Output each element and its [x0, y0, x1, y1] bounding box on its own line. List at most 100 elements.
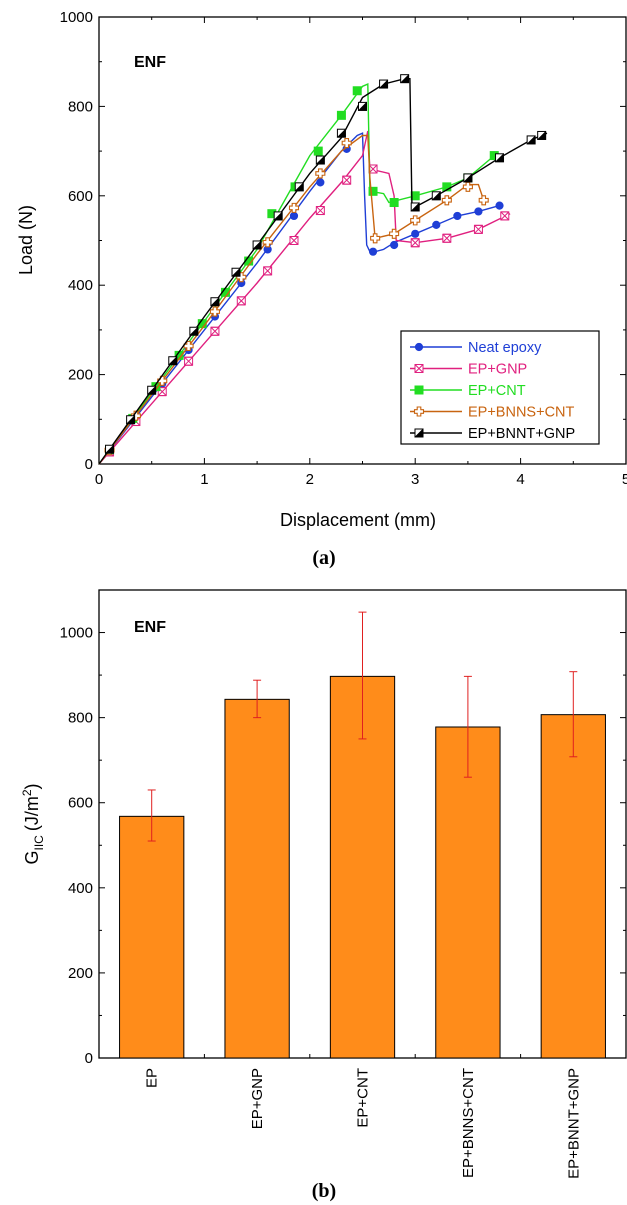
- legend: Neat epoxy EP+GNP EP+CNT EP+BNNS+CNT EP+BNNT…: [400, 330, 600, 445]
- data-point-s2-cross: [410, 238, 420, 248]
- bar-group: [540, 671, 606, 1059]
- data-point-s5-fill: [526, 135, 536, 145]
- data-point-s1: [368, 247, 378, 256]
- data-point-s5: [315, 155, 325, 165]
- data-point-s2: [289, 236, 299, 245]
- data-point-s2: [210, 326, 220, 336]
- y-tick-label-a: 0: [85, 456, 93, 473]
- legend-marker: [414, 342, 424, 352]
- data-point-s4: [462, 181, 473, 192]
- data-point-s2-cross: [184, 356, 193, 366]
- data-point-s4-shape: [315, 168, 326, 179]
- y-tick-label-b: 600: [68, 795, 93, 812]
- y-tick-label-a: 200: [68, 367, 93, 384]
- data-point-s4: [389, 228, 400, 239]
- data-point-s2-cross: [315, 206, 325, 216]
- y-tick-label-a: 800: [68, 98, 93, 115]
- legend-marker-shape: [414, 342, 424, 352]
- legend-marker: [414, 364, 424, 373]
- data-point-s1: [495, 201, 504, 210]
- y-axis-label-a: Load (N): [16, 205, 36, 275]
- data-point-s5: [125, 415, 136, 425]
- data-point-s1: [411, 229, 420, 238]
- series-5: [98, 73, 548, 465]
- y-label-subscript: IIC: [32, 835, 46, 851]
- data-point-s4: [478, 195, 489, 206]
- y-label-unit: (J/m: [22, 796, 42, 831]
- bar: [224, 698, 290, 1059]
- data-point-s3: [352, 86, 362, 96]
- data-point-s2-cross: [500, 211, 510, 221]
- legend-item-5: EP+BNNT+GNP: [410, 426, 575, 442]
- legend-marker: [414, 385, 424, 395]
- bar: [540, 714, 606, 1059]
- legend-label: EP+CNT: [468, 383, 526, 399]
- data-point-s4-shape: [288, 202, 300, 213]
- legend-marker: [413, 406, 425, 417]
- bars-group-b: [119, 611, 606, 1059]
- data-point-s5: [189, 326, 199, 336]
- data-point-s5-fill: [494, 153, 504, 163]
- data-point-s2-cross: [474, 224, 483, 234]
- data-point-s2: [442, 233, 452, 243]
- data-point-s3-shape: [389, 198, 399, 208]
- data-point-s3-shape: [352, 86, 362, 96]
- data-point-s5: [463, 173, 473, 183]
- y-tick-label-b: 400: [68, 880, 93, 897]
- data-point-s2-cross: [368, 164, 378, 174]
- data-point-s3: [389, 198, 399, 208]
- data-point-s5: [357, 101, 367, 111]
- data-point-s5-fill: [168, 356, 178, 366]
- data-point-s3-shape: [313, 146, 323, 156]
- data-point-s4: [341, 138, 352, 149]
- category-labels-b: EP EP+GNP EP+CNT EP+BNNS+CNT EP+BNNT+GNP: [144, 1068, 583, 1179]
- data-point-s5: [410, 202, 420, 212]
- data-point-s5-fill: [431, 191, 441, 201]
- data-point-s3: [313, 146, 323, 156]
- y-tick-label-b: 200: [68, 965, 93, 982]
- data-point-s1-shape: [316, 178, 325, 187]
- data-point-s4-shape: [157, 375, 168, 386]
- data-point-s4: [315, 168, 326, 179]
- data-point-s5: [536, 130, 547, 140]
- data-point-s1-shape: [368, 247, 378, 256]
- data-point-s5-fill: [189, 326, 199, 336]
- bar-group: [224, 679, 290, 1059]
- legend-marker-cross: [414, 364, 424, 373]
- data-point-s2: [315, 206, 325, 216]
- data-point-s5-fill: [463, 173, 473, 183]
- bar-group: [435, 675, 501, 1059]
- legend-items: Neat epoxy EP+GNP EP+CNT EP+BNNS+CNT EP+BNNT…: [410, 340, 575, 442]
- data-point-s2: [236, 296, 246, 306]
- bar: [119, 815, 185, 1059]
- data-point-s4-shape: [209, 306, 220, 317]
- data-point-s2: [500, 211, 510, 221]
- data-point-s3: [368, 186, 378, 196]
- data-point-s2: [184, 356, 194, 366]
- data-point-s5: [168, 356, 178, 366]
- data-point-s5-fill: [336, 128, 346, 138]
- category-label: EP+GNP: [249, 1068, 266, 1129]
- y-tick-label-a: 600: [68, 188, 93, 205]
- annotation-b: ENF: [134, 619, 166, 636]
- data-point-s1-shape: [289, 211, 299, 221]
- data-point-s1-shape: [474, 207, 483, 216]
- data-point-s2-cross: [157, 387, 167, 397]
- legend-label: EP+BNNS+CNT: [468, 405, 575, 421]
- data-point-s5-fill: [536, 130, 546, 140]
- data-point-s4: [157, 375, 168, 386]
- legend-item-1: Neat epoxy: [410, 340, 542, 356]
- data-point-s5-fill: [125, 415, 135, 425]
- data-point-s5-fill: [378, 79, 388, 89]
- data-point-s5: [231, 267, 241, 277]
- data-point-s2: [410, 238, 420, 248]
- legend-box: [400, 330, 600, 445]
- y-tick-label-a: 400: [68, 277, 93, 294]
- legend-item-2: EP+GNP: [410, 362, 527, 378]
- data-point-s1: [432, 220, 441, 229]
- data-point-s2: [342, 175, 352, 185]
- data-point-s1: [390, 240, 399, 250]
- data-point-s5-fill: [231, 267, 241, 277]
- data-point-s4: [410, 215, 421, 226]
- data-point-s2: [157, 387, 167, 397]
